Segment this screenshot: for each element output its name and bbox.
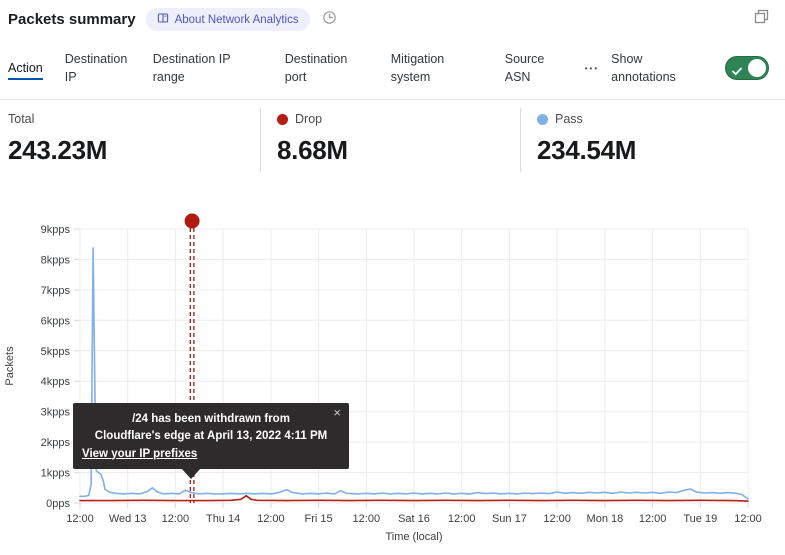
tab-source-asn[interactable]: Source ASN: [504, 51, 545, 84]
annotation-message-line1: /24 has been withdrawn from: [132, 413, 290, 425]
show-annotations-label: Show annotations: [611, 51, 676, 84]
dimension-tab-bar: Action Destination IP Destination IP ran…: [8, 42, 777, 94]
svg-text:12:00: 12:00: [353, 513, 381, 525]
svg-text:12:00: 12:00: [543, 513, 571, 525]
svg-text:Tue 19: Tue 19: [683, 513, 717, 525]
toggle-knob: [748, 58, 766, 77]
series-drop-line: [79, 494, 749, 502]
svg-text:0pps: 0pps: [46, 498, 70, 510]
svg-text:12:00: 12:00: [448, 513, 476, 525]
stat-pass: Pass 234.54M: [537, 112, 636, 166]
view-ip-prefixes-link[interactable]: View your IP prefixes: [82, 447, 198, 460]
stat-drop-value: 8.68M: [277, 135, 348, 165]
drop-legend-dot: [277, 113, 288, 125]
stat-pass-label: Pass: [555, 112, 583, 126]
packets-time-series-chart[interactable]: 0pps 1kpps 2kpps 3kpps 4kpps 5kpps 6kpps 7kpps 8…: [0, 210, 785, 555]
svg-text:Thu 14: Thu 14: [206, 513, 240, 525]
page-title: Packets summary: [8, 11, 136, 28]
stat-drop: Drop 8.68M: [277, 112, 348, 166]
svg-text:5kpps: 5kpps: [41, 346, 71, 358]
chart-header: Packets summary About Network Analytics: [8, 8, 337, 31]
svg-text:Fri 15: Fri 15: [305, 513, 333, 525]
svg-text:3kpps: 3kpps: [41, 407, 71, 419]
tab-action[interactable]: Action: [8, 59, 43, 80]
stat-pass-value: 234.54M: [537, 135, 637, 165]
tab-destination-ip[interactable]: Destination IP: [64, 51, 128, 84]
about-network-analytics-badge[interactable]: About Network Analytics: [145, 8, 310, 31]
svg-text:12:00: 12:00: [639, 513, 667, 525]
pass-legend-dot: [537, 113, 548, 125]
svg-text:Time (local): Time (local): [385, 531, 442, 543]
time-range-icon[interactable]: [322, 10, 337, 30]
stat-divider: [260, 108, 261, 172]
svg-text:7kpps: 7kpps: [41, 285, 71, 297]
svg-text:12:00: 12:00: [162, 513, 190, 525]
stat-total: Total 243.23M: [8, 112, 107, 166]
svg-text:Wed 13: Wed 13: [109, 513, 147, 525]
stat-drop-label: Drop: [295, 112, 323, 126]
svg-text:6kpps: 6kpps: [41, 315, 71, 327]
svg-text:Sun 17: Sun 17: [492, 513, 527, 525]
svg-text:Packets: Packets: [4, 346, 16, 386]
svg-text:Sat 16: Sat 16: [398, 513, 430, 525]
stat-divider: [520, 108, 521, 172]
badge-label: About Network Analytics: [174, 13, 299, 26]
annotation-tooltip: /24 has been withdrawn from Cloudflare's…: [73, 403, 349, 479]
tooltip-caret: [181, 467, 201, 479]
svg-text:12:00: 12:00: [734, 513, 762, 525]
svg-text:Mon 18: Mon 18: [587, 513, 624, 525]
svg-text:12:00: 12:00: [66, 513, 94, 525]
close-icon[interactable]: ×: [333, 405, 341, 420]
svg-text:12:00: 12:00: [257, 513, 285, 525]
svg-text:4kpps: 4kpps: [41, 376, 71, 388]
tab-destination-port[interactable]: Destination port: [284, 51, 348, 84]
book-icon: [157, 12, 169, 27]
stat-total-label: Total: [8, 112, 35, 126]
check-icon: [732, 63, 742, 81]
header-divider: [0, 99, 785, 100]
svg-text:2kpps: 2kpps: [41, 437, 71, 449]
annotation-marker-dot: [184, 213, 200, 229]
svg-text:9kpps: 9kpps: [41, 224, 71, 236]
open-in-new-window-icon[interactable]: [754, 9, 769, 29]
svg-text:8kpps: 8kpps: [41, 254, 71, 266]
tab-destination-ip-range[interactable]: Destination IP range: [152, 51, 231, 84]
more-tabs-icon[interactable]: •••: [584, 63, 600, 73]
stat-total-value: 243.23M: [8, 135, 108, 165]
annotation-message-line2: Cloudflare's edge at April 13, 2022 4:11…: [94, 430, 328, 443]
tab-mitigation-system[interactable]: Mitigation system: [390, 51, 445, 84]
svg-text:1kpps: 1kpps: [41, 468, 71, 480]
show-annotations-toggle[interactable]: [725, 56, 769, 80]
series-pass-line: [79, 247, 749, 500]
